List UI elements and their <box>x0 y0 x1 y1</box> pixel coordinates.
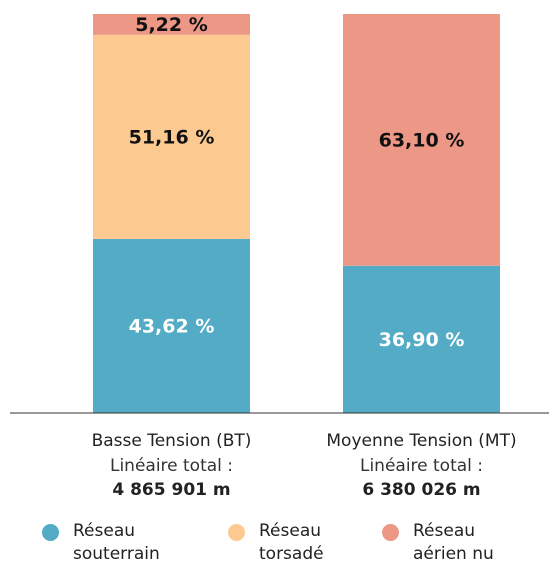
data-label: 43,62 % <box>129 315 215 337</box>
legend-item: Réseau torsadé <box>228 520 359 564</box>
data-label: 63,10 % <box>379 129 465 151</box>
bar-segment <box>343 265 500 413</box>
legend-item: Réseau aérien nu <box>382 520 513 564</box>
legend-swatch <box>228 524 245 541</box>
bar-segment <box>93 14 250 35</box>
data-label: 51,16 % <box>129 126 215 148</box>
category-note: Linéaire total : <box>360 456 483 476</box>
legend-label: Réseau aérien nu <box>413 521 494 564</box>
legend-label: Réseau torsadé <box>259 521 324 564</box>
legend-label: Réseau souterrain <box>73 521 160 564</box>
legend-item: Réseau souterrain <box>42 520 173 564</box>
bar-segment <box>93 238 250 413</box>
category-label: Moyenne Tension (MT) <box>326 431 516 451</box>
category-note: Linéaire total : <box>110 456 233 476</box>
category-total: 4 865 901 m <box>112 480 230 500</box>
legend-swatch <box>382 524 399 541</box>
category-label: Basse Tension (BT) <box>92 431 252 451</box>
bar-segment <box>343 14 500 266</box>
category-total: 6 380 026 m <box>362 480 480 500</box>
legend-swatch <box>42 524 59 541</box>
data-label: 36,90 % <box>379 329 465 351</box>
bar-segment <box>93 34 250 239</box>
data-label: 5,22 % <box>135 14 208 36</box>
